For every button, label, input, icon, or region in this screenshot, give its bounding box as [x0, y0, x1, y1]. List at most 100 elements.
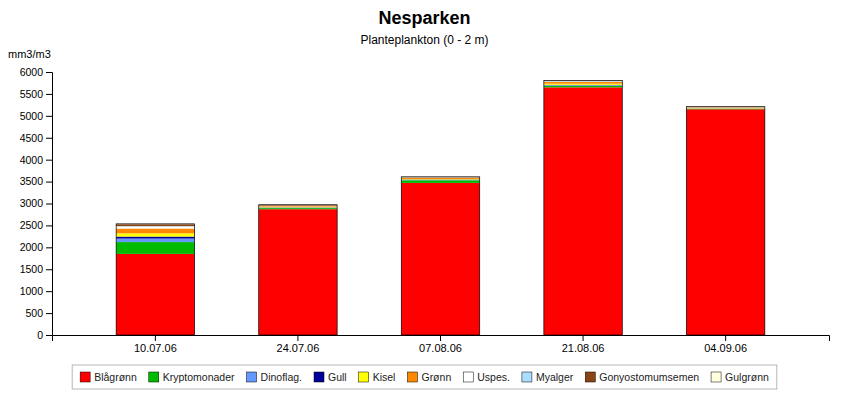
bar-segment — [401, 179, 479, 180]
y-tick-mark — [46, 116, 52, 117]
y-tick-mark — [46, 138, 52, 139]
y-tick-mark — [46, 72, 52, 73]
x-tick-mark — [725, 335, 726, 341]
y-tick: 5500 — [20, 88, 52, 100]
bar-segment — [544, 81, 622, 82]
y-tick-mark — [46, 291, 52, 292]
bar-segment — [259, 207, 337, 208]
x-tick-label: 04.09.06 — [704, 342, 747, 354]
y-tick: 0 — [37, 329, 52, 341]
x-tick: 04.09.06 — [704, 335, 747, 354]
legend: Blågrønn Kryptomonader Dinoflag. Gull Kisel G… — [72, 365, 777, 389]
legend-label: Myalger — [536, 371, 574, 383]
y-tick-mark — [46, 204, 52, 205]
y-tick-mark — [46, 94, 52, 95]
bars — [116, 81, 765, 335]
y-tick: 1000 — [20, 285, 52, 297]
bar-segment — [116, 227, 194, 229]
legend-swatch — [711, 372, 721, 382]
legend-swatch — [149, 372, 159, 382]
bar-segment — [259, 207, 337, 208]
legend-item: Kisel — [359, 371, 396, 383]
bar-segment — [116, 237, 194, 239]
legend-item: Gulgrønn — [711, 371, 769, 383]
bar-segment — [686, 109, 764, 335]
x-tick: 10.07.06 — [134, 335, 177, 354]
y-tick-mark — [46, 313, 52, 314]
legend-label: Gulgrønn — [725, 371, 769, 383]
legend-swatch — [314, 372, 324, 382]
y-tick-mark — [46, 247, 52, 248]
y-tick-label: 0 — [37, 329, 43, 341]
bar-segment — [401, 177, 479, 178]
legend-label: Kryptomonader — [163, 371, 235, 383]
y-tick: 5000 — [20, 110, 52, 122]
x-tick-mark — [583, 335, 584, 341]
x-tick-mark — [440, 335, 441, 341]
y-tick-mark — [46, 225, 52, 226]
y-tick-label: 2500 — [20, 219, 44, 231]
bar-segment — [401, 178, 479, 179]
legend-swatch — [407, 372, 417, 382]
chart: Blågrønn Kryptomonader Dinoflag. Gull Kisel G… — [0, 0, 849, 399]
legend-label: Dinoflag. — [261, 371, 302, 383]
x-tick: 07.08.06 — [419, 335, 462, 354]
y-axis-line — [46, 73, 53, 336]
bar-segment — [686, 108, 764, 109]
bar-segment — [401, 183, 479, 335]
bar-segment — [544, 82, 622, 84]
legend-item: Kryptomonader — [149, 371, 235, 383]
bar-segment — [544, 84, 622, 85]
legend-swatch — [80, 372, 90, 382]
bar-segment — [544, 85, 622, 87]
legend-label: Gull — [328, 371, 347, 383]
bar-segment — [686, 108, 764, 109]
y-tick-label: 3500 — [20, 175, 44, 187]
y-axis: 0 500 1000 1500 2000 2500 3000 3500 4000 4500 5000… — [20, 66, 53, 341]
legend-label: Uspes. — [477, 371, 510, 383]
stack-outline — [259, 205, 337, 335]
legend-item: Gonyostomumsemen — [585, 371, 699, 383]
bar-segment — [259, 207, 337, 208]
bar-segment — [686, 108, 764, 109]
legend-frame — [72, 365, 777, 389]
bar-segment — [116, 239, 194, 243]
x-tick-label: 10.07.06 — [134, 342, 177, 354]
y-tick-label: 5500 — [20, 88, 44, 100]
bar-segment — [116, 233, 194, 236]
y-tick-mark — [46, 160, 52, 161]
x-tick: 21.08.06 — [562, 335, 605, 354]
x-tick-mark — [155, 335, 156, 341]
legend-item: Myalger — [522, 371, 574, 383]
bar-segment — [116, 228, 194, 233]
bar-segment — [544, 84, 622, 85]
bar-segment — [401, 180, 479, 183]
x-tick-label: 21.08.06 — [562, 342, 605, 354]
y-tick: 4500 — [20, 132, 52, 144]
bar-segment — [686, 107, 764, 108]
y-tick: 4000 — [20, 154, 52, 166]
y-tick-label: 2000 — [20, 241, 44, 253]
y-tick-label: 3000 — [20, 197, 44, 209]
bar-segment — [259, 206, 337, 208]
plot: 10.07.06 24.07.06 07.08.06 21.08.06 04.09.06… — [20, 66, 830, 354]
legend-item: Uspes. — [463, 371, 510, 383]
bar-segment — [259, 205, 337, 206]
bar-segment — [116, 224, 194, 226]
bar-segment — [686, 108, 764, 109]
y-tick-mark — [46, 269, 52, 270]
y-tick: 500 — [25, 307, 52, 319]
legend-swatch — [247, 372, 257, 382]
y-tick: 1500 — [20, 263, 52, 275]
x-tick-mark — [297, 335, 298, 341]
x-axis-line — [53, 336, 830, 342]
y-tick-label: 1000 — [20, 285, 44, 297]
stack-outline — [116, 224, 194, 335]
x-tick: 24.07.06 — [277, 335, 320, 354]
bar-segment — [116, 254, 194, 335]
subtitle: Planteplankton (0 - 2 m) — [360, 33, 488, 47]
legend-label: Blågrønn — [94, 371, 137, 383]
y-tick: 3000 — [20, 197, 52, 209]
x-axis: 10.07.06 24.07.06 07.08.06 21.08.06 04.09.06 — [53, 335, 830, 354]
bar-segment — [544, 86, 622, 88]
